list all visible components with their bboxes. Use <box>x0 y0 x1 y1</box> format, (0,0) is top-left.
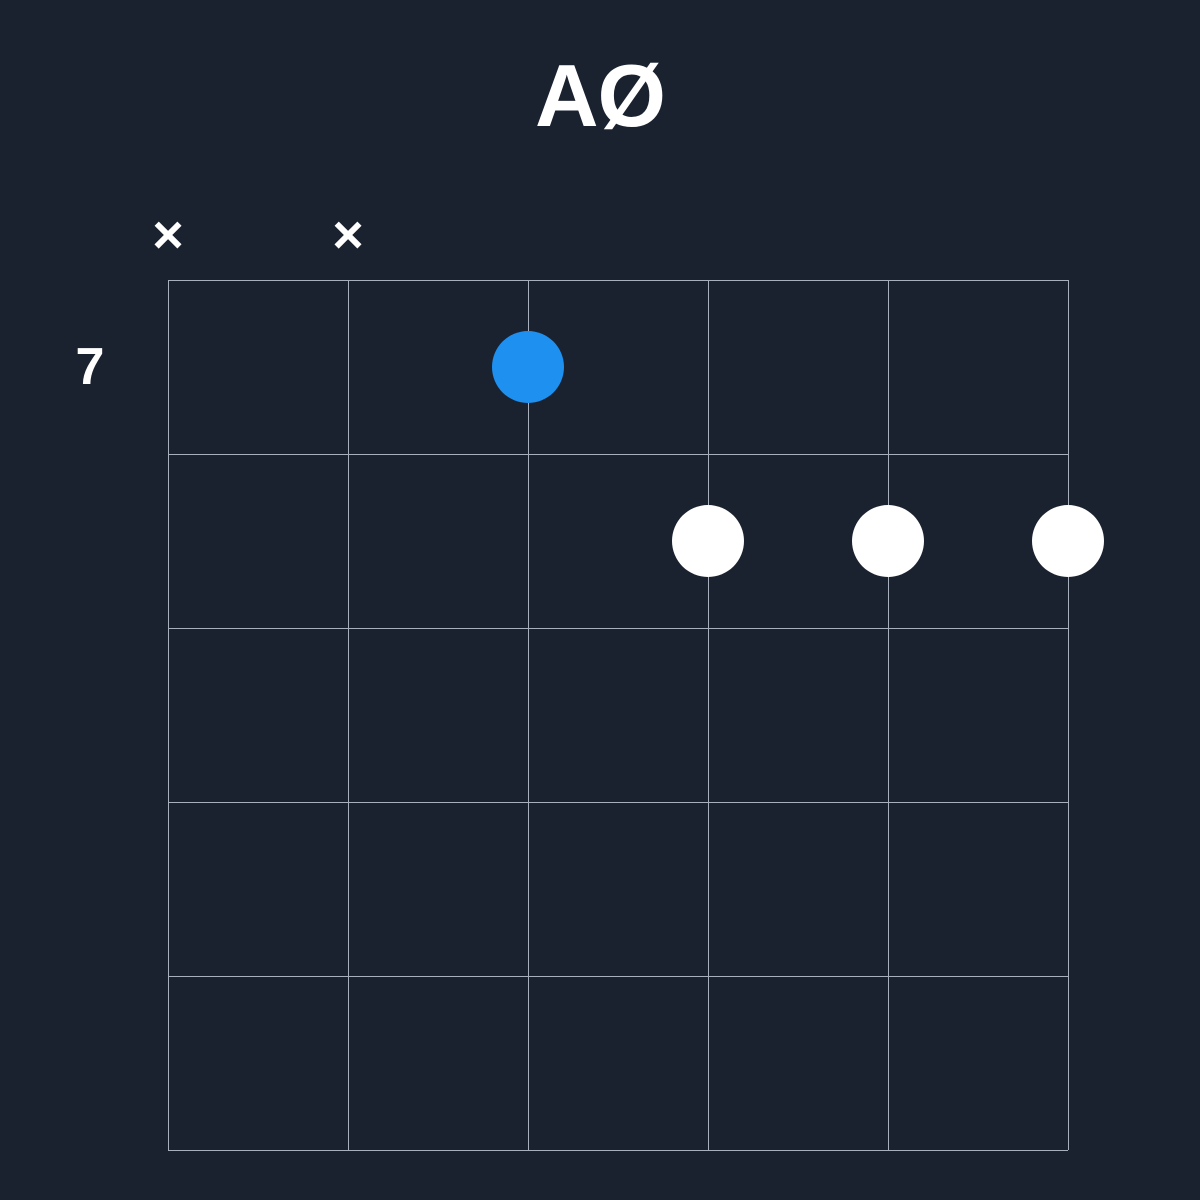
string-line <box>1068 280 1069 1150</box>
finger-dot <box>1032 505 1104 577</box>
fret-line <box>168 1150 1068 1151</box>
fret-line <box>168 976 1068 977</box>
string-line <box>528 280 529 1150</box>
mute-marker: × <box>332 204 364 266</box>
fret-line <box>168 280 1068 281</box>
fret-line <box>168 628 1068 629</box>
mute-marker: × <box>152 204 184 266</box>
fretboard-grid <box>168 280 1068 1150</box>
chord-title: AØ <box>535 45 665 147</box>
root-note-dot <box>492 331 564 403</box>
string-line <box>888 280 889 1150</box>
fret-line <box>168 454 1068 455</box>
chord-diagram: ××7 <box>168 280 1068 1150</box>
finger-dot <box>852 505 924 577</box>
string-line <box>348 280 349 1150</box>
fret-line <box>168 802 1068 803</box>
string-line <box>168 280 169 1150</box>
position-label: 7 <box>76 337 105 397</box>
string-line <box>708 280 709 1150</box>
finger-dot <box>672 505 744 577</box>
